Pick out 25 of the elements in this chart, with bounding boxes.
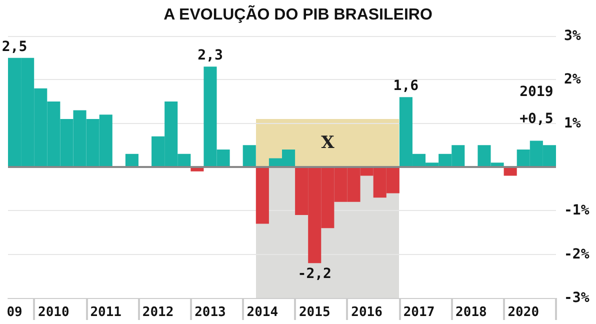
data-label: -2,2: [298, 266, 332, 282]
x-tick-label: 2017: [403, 305, 435, 320]
annotation: X: [321, 132, 336, 153]
y-tick-label: -2%: [564, 246, 590, 262]
x-tick-label: 2020: [508, 305, 540, 320]
chart-title: A EVOLUÇÃO DO PIB BRASILEIRO: [164, 4, 432, 24]
x-tick-label: 2016: [351, 305, 383, 320]
x-tick-label: 2015: [298, 305, 330, 320]
x-tick-label: 2018: [456, 305, 488, 320]
x-tick-label: 2010: [38, 305, 70, 320]
x-tick-label: 09: [6, 305, 22, 320]
data-label: 2,5: [2, 38, 28, 55]
y-tick-label: 2%: [564, 72, 582, 88]
data-label: 1,6: [393, 78, 419, 94]
x-tick-label: 2011: [90, 305, 122, 320]
data-label: 2,3: [198, 48, 223, 64]
x-tick-label: 2013: [194, 305, 226, 320]
annotation: +0,5: [520, 111, 554, 127]
annotation: 2019: [520, 84, 554, 100]
y-tick-label: -3%: [564, 290, 590, 306]
y-tick-label: -1%: [564, 202, 590, 219]
y-tick-label: 3%: [564, 28, 582, 44]
x-tick-label: 2012: [142, 305, 174, 320]
y-tick-label: 1%: [564, 115, 582, 132]
x-tick-label: 2014: [246, 305, 278, 320]
